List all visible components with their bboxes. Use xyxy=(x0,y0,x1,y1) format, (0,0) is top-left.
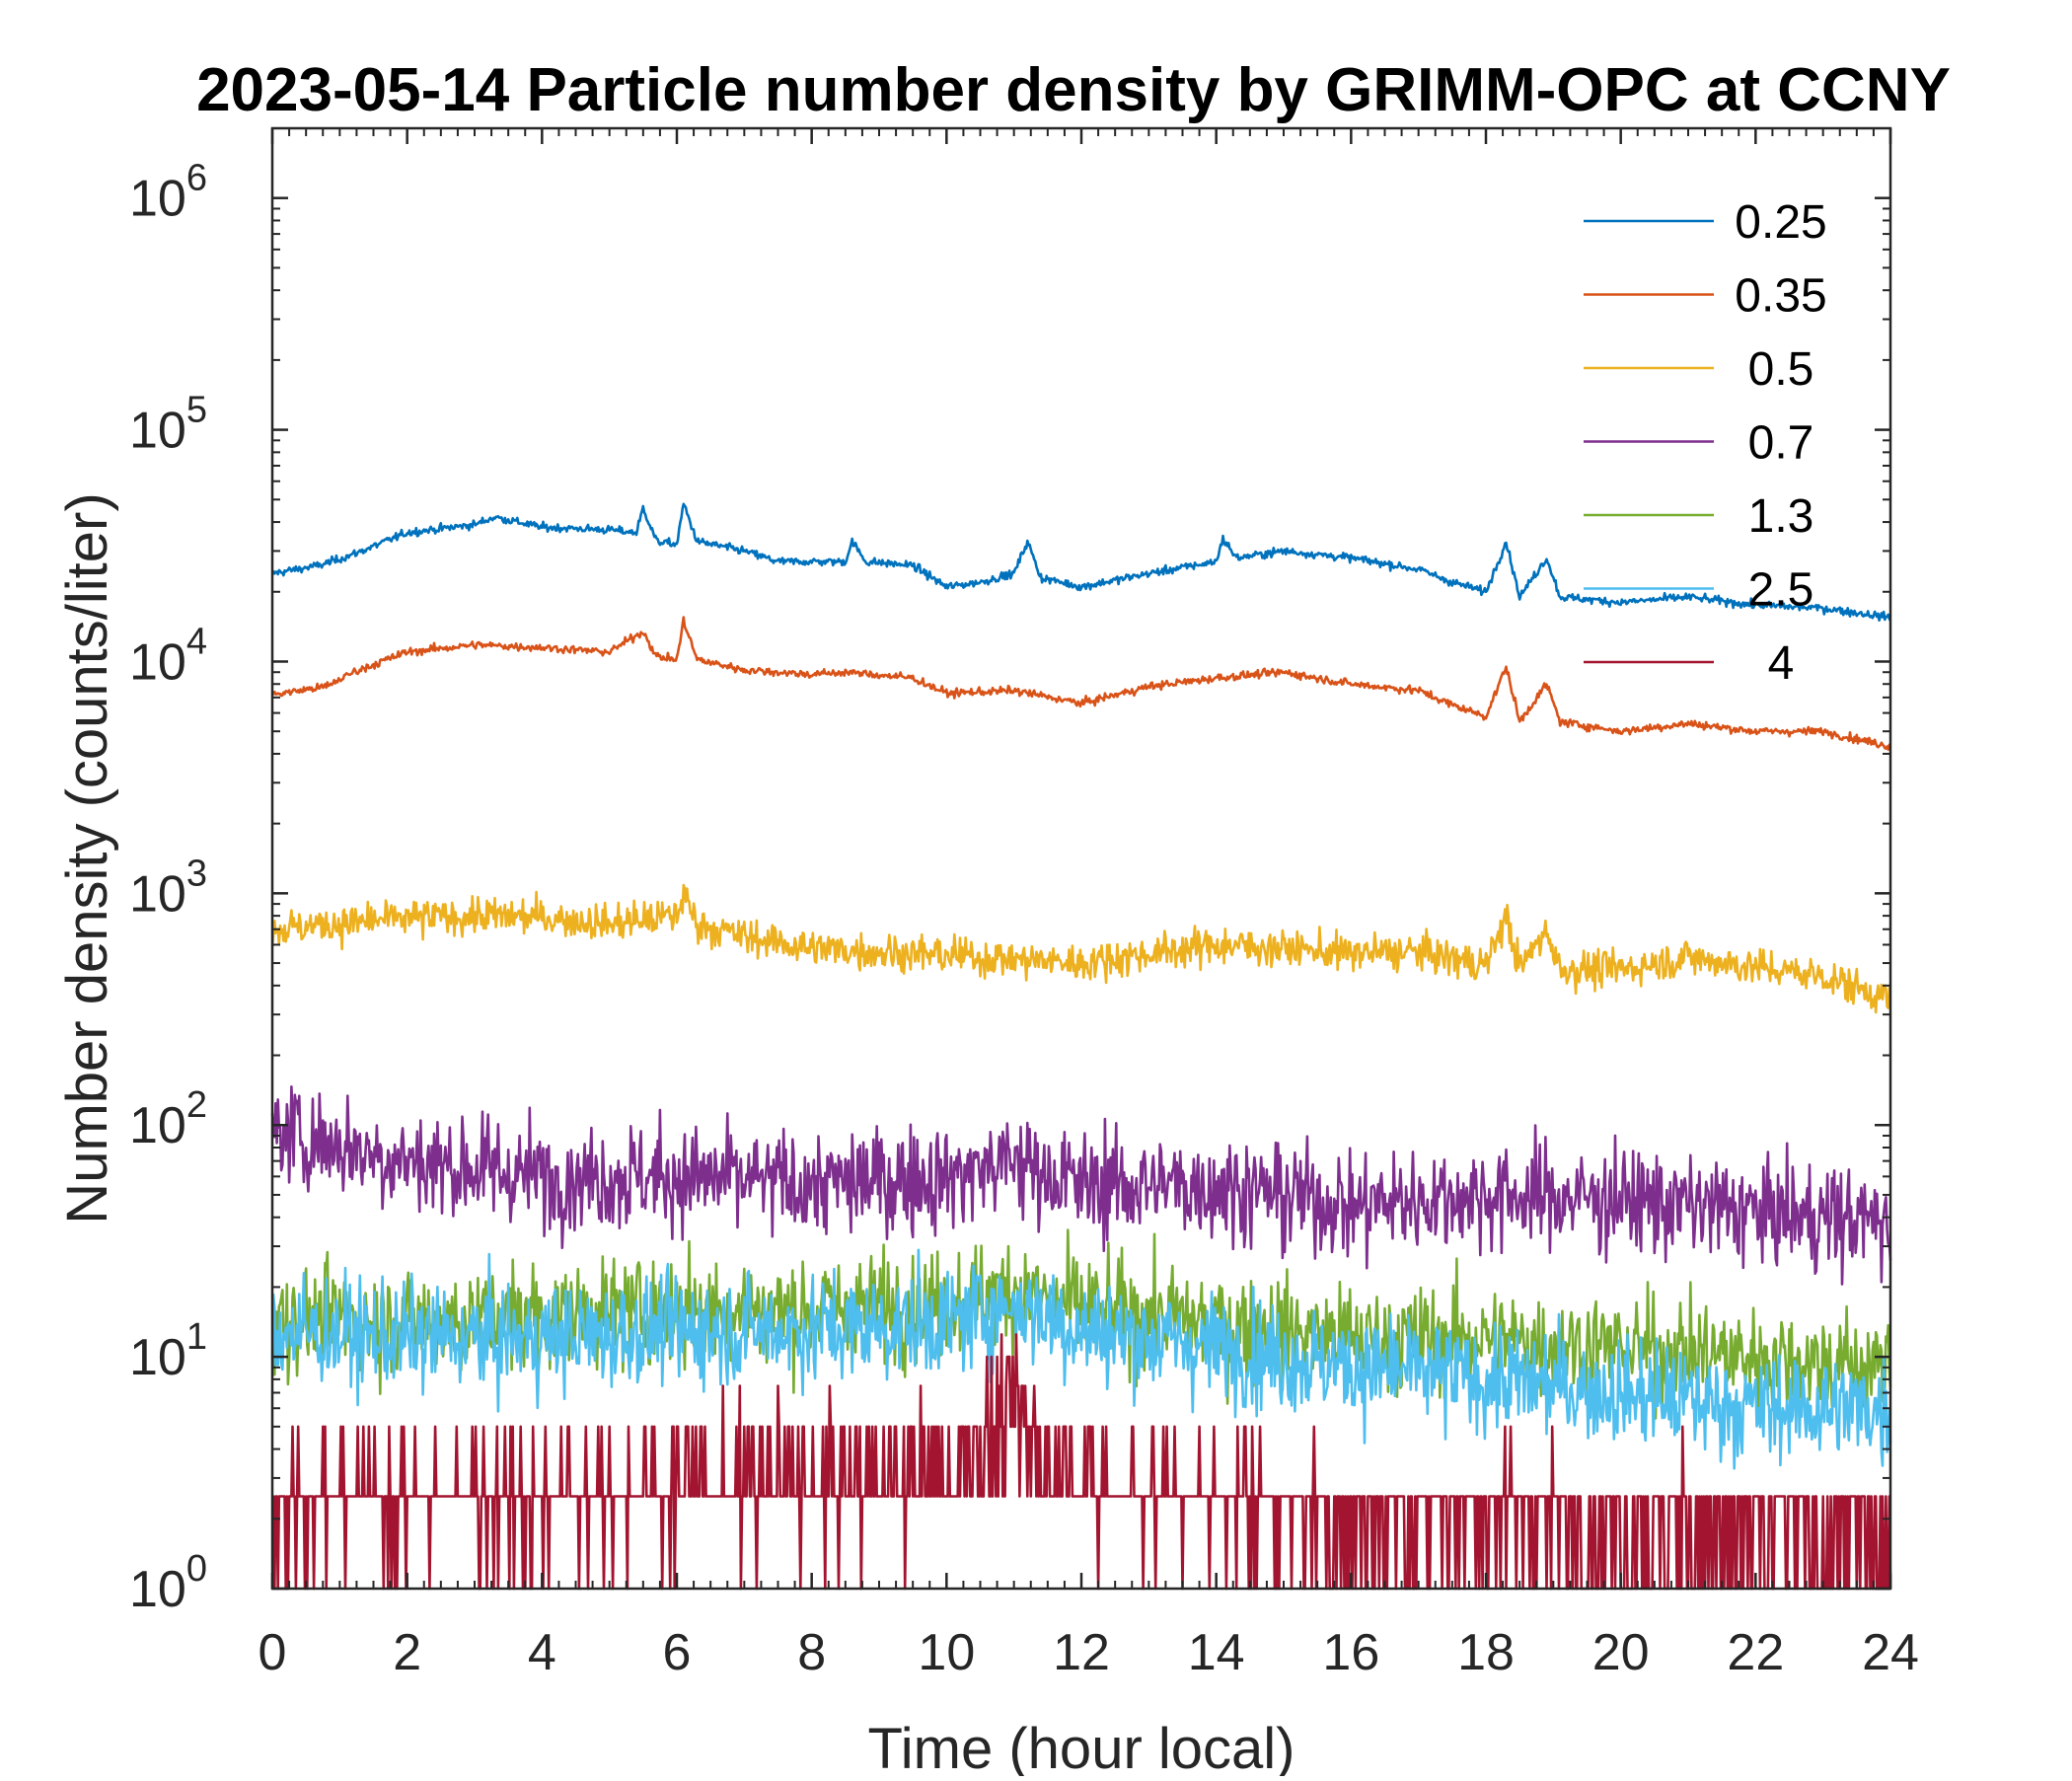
legend: 0.25 0.35 0.5 0.7 1.3 2.5 4 xyxy=(1584,196,1827,690)
legend-label: 4 xyxy=(1768,637,1795,690)
series-4 xyxy=(271,1333,1892,1591)
x-tick-label: 2 xyxy=(393,1624,421,1681)
x-tick-label: 4 xyxy=(528,1624,556,1681)
y-tick-label: 104 xyxy=(129,621,207,691)
ticks-layer: 0 2 4 6 8 10 12 14 16 18 20 22 241001011021031041051… xyxy=(129,127,1919,1681)
series-2-5 xyxy=(270,1248,1892,1470)
y-tick-label: 101 xyxy=(129,1316,207,1386)
series-line xyxy=(270,883,1892,1014)
legend-label: 2.5 xyxy=(1748,564,1814,617)
legend-label: 0.25 xyxy=(1735,196,1826,249)
legend-label: 0.35 xyxy=(1735,270,1826,323)
series-line xyxy=(271,502,1892,622)
series-0-7 xyxy=(270,1085,1892,1286)
series-0-25 xyxy=(271,502,1892,622)
series-line xyxy=(270,1248,1892,1470)
plot-frame xyxy=(270,126,1892,1591)
y-tick-label: 102 xyxy=(129,1084,207,1154)
x-axis-label: Time (hour local) xyxy=(868,1717,1295,1776)
x-tick-label: 10 xyxy=(918,1624,975,1681)
series-line xyxy=(271,1333,1892,1591)
series-0-5 xyxy=(270,883,1892,1014)
x-tick-label: 6 xyxy=(663,1624,692,1681)
x-tick-label: 0 xyxy=(259,1624,287,1681)
legend-label: 0.5 xyxy=(1748,343,1814,396)
x-tick-label: 18 xyxy=(1457,1624,1515,1681)
legend-label: 0.7 xyxy=(1748,417,1814,470)
series-0-35 xyxy=(270,616,1892,751)
x-tick-label: 12 xyxy=(1053,1624,1110,1681)
y-tick-label: 106 xyxy=(129,158,207,228)
y-axis-label: Number density (counts/liter) xyxy=(55,492,119,1224)
y-tick-label: 103 xyxy=(129,853,207,923)
x-tick-label: 22 xyxy=(1727,1624,1784,1681)
x-tick-label: 20 xyxy=(1592,1624,1650,1681)
x-tick-label: 24 xyxy=(1862,1624,1919,1681)
series-line xyxy=(270,1085,1892,1286)
x-tick-label: 8 xyxy=(797,1624,826,1681)
x-tick-label: 16 xyxy=(1322,1624,1379,1681)
y-tick-label: 105 xyxy=(129,390,207,460)
chart-title: 2023-05-14 Particle number density by GR… xyxy=(196,56,1951,124)
legend-label: 1.3 xyxy=(1748,490,1814,543)
series-line xyxy=(270,616,1892,751)
x-tick-label: 14 xyxy=(1188,1624,1245,1681)
y-tick-label: 100 xyxy=(129,1548,207,1618)
series-layer xyxy=(270,502,1892,1591)
